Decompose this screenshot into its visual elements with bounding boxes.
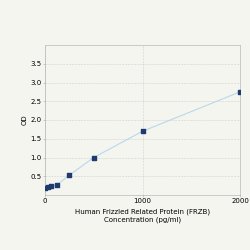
Point: [68, 173, 71, 177]
Point: [92, 156, 96, 160]
Point: [140, 129, 144, 133]
X-axis label: Human Frizzled Related Protein (FRZB)
Concentration (pg/ml): Human Frizzled Related Protein (FRZB) Co…: [75, 209, 210, 223]
Y-axis label: OD: OD: [22, 115, 28, 125]
Point: [55, 183, 59, 187]
Point: [43, 186, 47, 190]
Point: [238, 90, 242, 94]
Point: [49, 184, 53, 188]
Point: [46, 186, 50, 190]
